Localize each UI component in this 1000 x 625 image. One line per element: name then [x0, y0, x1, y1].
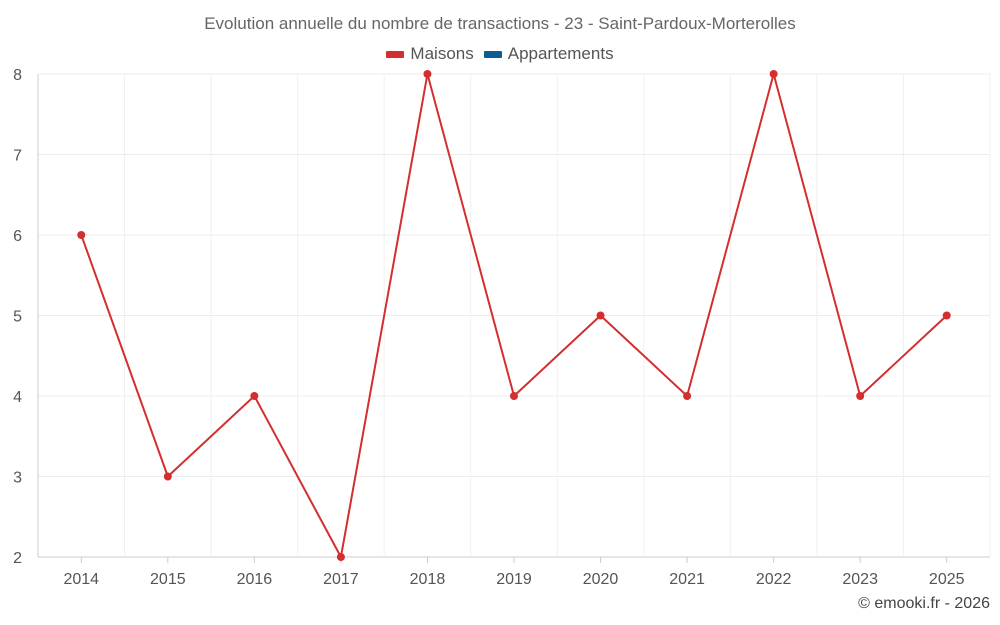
legend: Maisons Appartements — [0, 44, 1000, 64]
data-point-maisons-2025 — [942, 311, 951, 320]
x-tick-label-2020: 2020 — [583, 571, 619, 588]
y-tick-label-5: 5 — [13, 309, 22, 326]
x-tick-label-2018: 2018 — [410, 571, 446, 588]
copyright-text: © emooki.fr - 2026 — [858, 595, 990, 612]
legend-swatch-appartements — [483, 50, 502, 58]
y-tick-label-8: 8 — [13, 67, 22, 84]
data-point-maisons-2023 — [856, 392, 865, 400]
x-tick-label-2023: 2023 — [842, 571, 878, 588]
data-point-maisons-2016 — [250, 392, 259, 400]
legend-swatch-maisons — [386, 50, 405, 58]
legend-item-maisons[interactable]: Maisons — [386, 44, 474, 64]
chart-title: Evolution annuelle du nombre de transact… — [204, 14, 796, 33]
y-tick-label-6: 6 — [13, 228, 22, 245]
y-tick-label-3: 3 — [13, 470, 22, 487]
data-point-maisons-2018 — [423, 70, 432, 78]
x-tick-label-2022: 2022 — [756, 571, 792, 588]
x-tick-label-2019: 2019 — [496, 571, 532, 588]
data-point-maisons-2014 — [77, 231, 86, 239]
legend-item-appartements[interactable]: Appartements — [483, 44, 614, 64]
data-point-maisons-2017 — [336, 553, 345, 561]
x-tick-label-2016: 2016 — [237, 571, 273, 588]
legend-label-appartements: Appartements — [507, 44, 614, 63]
legend-label-maisons: Maisons — [410, 44, 474, 63]
y-tick-label-7: 7 — [13, 148, 22, 165]
y-tick-label-2: 2 — [13, 550, 22, 567]
data-point-maisons-2021 — [683, 392, 692, 400]
x-tick-label-2017: 2017 — [323, 571, 359, 588]
y-tick-label-4: 4 — [13, 389, 22, 406]
x-tick-label-2025: 2025 — [929, 571, 965, 588]
x-tick-label-2021: 2021 — [669, 571, 705, 588]
data-point-maisons-2022 — [769, 70, 778, 78]
x-tick-label-2014: 2014 — [63, 571, 99, 588]
x-tick-label-2015: 2015 — [150, 571, 186, 588]
data-point-maisons-2019 — [510, 392, 518, 400]
data-point-maisons-2015 — [163, 472, 172, 481]
data-point-maisons-2020 — [596, 311, 605, 320]
